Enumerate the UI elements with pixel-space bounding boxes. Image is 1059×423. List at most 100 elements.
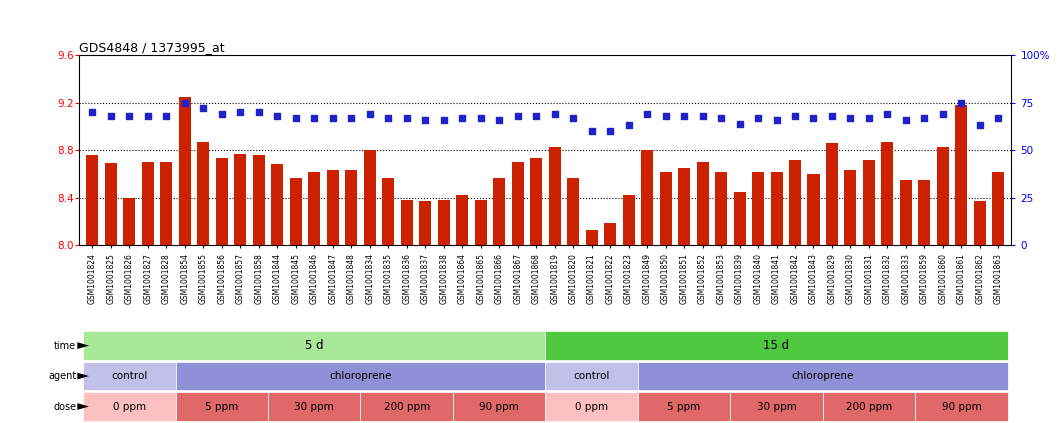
Point: [453, 115, 470, 121]
Point: [639, 111, 656, 118]
Text: agent: agent: [48, 371, 76, 381]
Bar: [308, 172, 320, 245]
Text: 5 d: 5 d: [305, 339, 324, 352]
Bar: [456, 195, 468, 245]
Bar: [105, 163, 116, 245]
Bar: [771, 172, 783, 245]
Bar: [807, 174, 820, 245]
Bar: [123, 198, 136, 245]
Text: 200 ppm: 200 ppm: [846, 401, 892, 412]
Bar: [678, 168, 690, 245]
Bar: [604, 223, 616, 245]
Point: [676, 113, 693, 119]
Text: control: control: [573, 371, 610, 381]
Bar: [197, 142, 210, 245]
Point: [842, 115, 859, 121]
Text: 5 ppm: 5 ppm: [667, 401, 701, 412]
Bar: [881, 142, 894, 245]
Bar: [493, 178, 505, 245]
Point: [602, 128, 618, 135]
Point: [417, 116, 434, 123]
Point: [195, 105, 212, 112]
Bar: [826, 143, 838, 245]
Point: [121, 113, 138, 119]
Bar: [715, 172, 728, 245]
Text: 30 ppm: 30 ppm: [756, 401, 796, 412]
Text: dose: dose: [53, 401, 76, 412]
Bar: [734, 192, 746, 245]
Bar: [234, 154, 247, 245]
Point: [897, 116, 914, 123]
Point: [269, 113, 286, 119]
Point: [750, 115, 767, 121]
Text: 0 ppm: 0 ppm: [575, 401, 608, 412]
Bar: [660, 172, 671, 245]
Text: 30 ppm: 30 ppm: [294, 401, 335, 412]
Text: chloroprene: chloroprene: [329, 371, 392, 381]
Point: [158, 113, 175, 119]
Bar: [160, 162, 173, 245]
Point: [435, 116, 452, 123]
Text: GDS4848 / 1373995_at: GDS4848 / 1373995_at: [79, 41, 226, 54]
Point: [731, 120, 748, 127]
Bar: [974, 201, 986, 245]
Bar: [641, 150, 653, 245]
Point: [621, 122, 638, 129]
Point: [306, 115, 323, 121]
Bar: [697, 162, 708, 245]
Point: [213, 111, 230, 118]
Point: [584, 128, 600, 135]
Point: [103, 113, 120, 119]
Bar: [419, 201, 431, 245]
Bar: [844, 170, 857, 245]
Point: [768, 116, 785, 123]
Bar: [586, 230, 597, 245]
Bar: [863, 159, 875, 245]
Bar: [623, 195, 634, 245]
Point: [694, 113, 711, 119]
Bar: [937, 147, 949, 245]
Point: [657, 113, 674, 119]
Bar: [327, 170, 339, 245]
Point: [398, 115, 415, 121]
Point: [916, 115, 933, 121]
Point: [140, 113, 157, 119]
Text: time: time: [54, 341, 76, 351]
Point: [971, 122, 988, 129]
Text: chloroprene: chloroprene: [791, 371, 854, 381]
Point: [472, 115, 489, 121]
Bar: [900, 180, 912, 245]
Bar: [955, 105, 968, 245]
Text: 5 ppm: 5 ppm: [205, 401, 238, 412]
Bar: [531, 159, 542, 245]
Text: control: control: [111, 371, 147, 381]
Bar: [511, 162, 523, 245]
Point: [564, 115, 581, 121]
Bar: [789, 159, 801, 245]
Bar: [87, 155, 98, 245]
Point: [787, 113, 804, 119]
Text: 0 ppm: 0 ppm: [113, 401, 146, 412]
Point: [84, 109, 101, 115]
Point: [527, 113, 544, 119]
Bar: [290, 178, 302, 245]
Bar: [216, 159, 228, 245]
Point: [232, 109, 249, 115]
Point: [380, 115, 397, 121]
Bar: [382, 178, 394, 245]
Bar: [271, 165, 283, 245]
Point: [343, 115, 360, 121]
Text: 15 d: 15 d: [764, 339, 790, 352]
Point: [287, 115, 304, 121]
Text: 200 ppm: 200 ppm: [383, 401, 430, 412]
Point: [934, 111, 951, 118]
Point: [805, 115, 822, 121]
Point: [546, 111, 563, 118]
Bar: [918, 180, 931, 245]
Bar: [179, 96, 191, 245]
Point: [324, 115, 341, 121]
Point: [713, 115, 730, 121]
Point: [361, 111, 378, 118]
Point: [879, 111, 896, 118]
Point: [861, 115, 878, 121]
